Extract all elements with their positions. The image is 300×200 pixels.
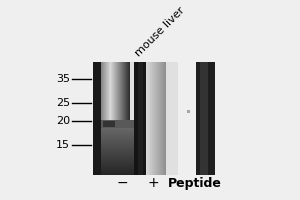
Text: 20: 20 [56, 116, 70, 126]
Text: mouse liver: mouse liver [133, 5, 186, 58]
Text: −: − [116, 176, 128, 190]
Text: +: + [147, 176, 159, 190]
Text: 25: 25 [56, 98, 70, 108]
Text: 35: 35 [56, 74, 70, 84]
Text: Peptide: Peptide [168, 176, 222, 190]
Text: 15: 15 [56, 140, 70, 150]
